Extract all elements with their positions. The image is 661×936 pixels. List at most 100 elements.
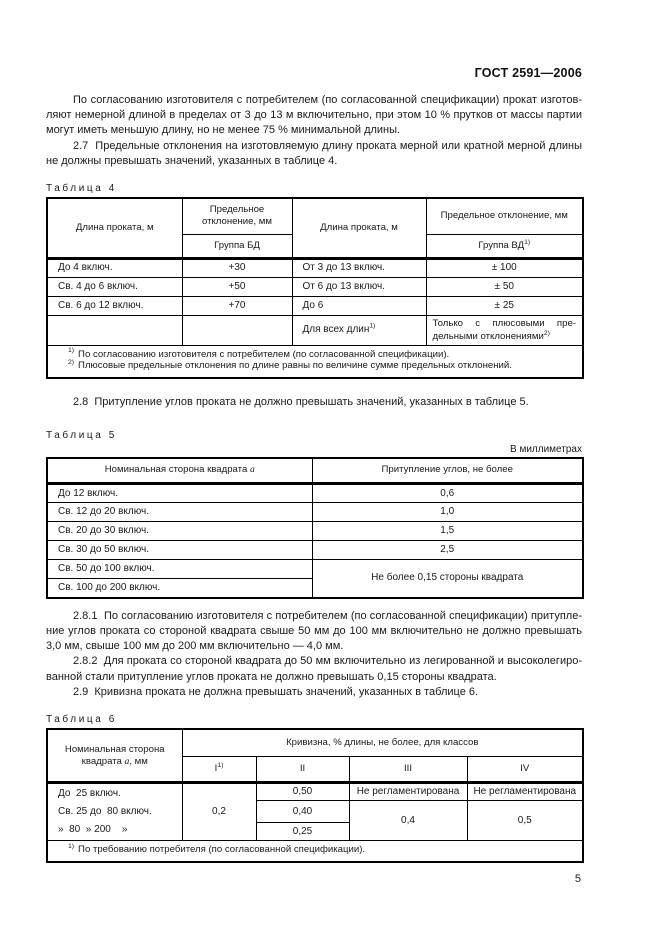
cell: Не регламентирована [348,781,468,802]
text-line: ние углов проката со стороной квадрата с… [46,624,582,637]
cell: До 4 включ. [46,256,183,278]
cell: От 6 до 13 включ. [291,276,427,297]
paragraphs-2-8-1-to-2-9: 2.8.1 По согласованию изготовителя с пот… [46,609,582,700]
table-row: До 4 включ. +30 От 3 до 13 включ. ± 100 [46,256,584,278]
page-number: 5 [574,872,581,885]
cell: Св. 6 до 12 включ. [46,295,183,316]
text-line: 2.9 Кривизна проката не должна превышать… [73,685,479,698]
t6-header-curvature: Кривизна, % длины, не более, для классов [181,728,584,758]
table-row: Св. 20 до 30 включ. 1,5 [46,521,584,542]
text-line: 3,0 мм, свыше 100 мм до 200 мм включител… [46,640,344,653]
table-4-label: Таблица 4 [46,183,117,195]
page-content: ГОСТ 2591—2006 По согласованию изготовит… [46,0,585,885]
cell: Св. 30 до 50 включ. [46,540,313,561]
cell-line: Св. 25 до 80 включ. [58,806,152,818]
cell: 0,6 [311,482,584,504]
text-line: ляют немерной длиной в пределах от 3 до … [46,109,582,122]
cell-merged: 0,4 [348,800,468,842]
t4-header-group-vd-text: Группа ВД [478,239,525,251]
footnote-marker: 1) [369,322,376,330]
cell-merged: 0,2 [181,781,257,842]
table-6: Номинальная сторона квадрата а, мм Криви… [46,727,585,863]
footnote-marker: 1) [524,238,531,246]
text-line: 2.8.1 По согласованию изготовителя с пот… [73,609,582,622]
t4-footnotes: 1) По согласованию изготовителя с потреби… [46,344,584,379]
cell-line: Только с плюсовыми пре- [432,317,577,329]
cell: ± 25 [425,295,584,316]
footnote: 1) По требованию потребителя (по согласов… [68,843,366,856]
empty-cell [46,314,183,346]
cell-line: До 25 включ. [58,788,121,800]
table-row: Св. 50 до 100 включ. Не более 0,15 сторо… [46,559,584,599]
table-row: Св. 30 до 50 включ. 2,5 [46,540,584,561]
cell: 1,5 [311,521,584,542]
cell: От 3 до 13 включ. [291,256,427,278]
text-line: ванной стали притупление углов проката н… [46,670,497,683]
cell: 0,40 [255,800,350,824]
footnote-marker: 1) [68,843,75,851]
cell: Для всех длин1) [291,314,427,346]
t5-header-blunting: Притупление углов, не более [311,457,584,485]
cell: До 6 [291,295,427,316]
cell: Св. 20 до 30 включ. [46,521,313,542]
t6-footnotes: 1) По требованию потребителя (по согласов… [46,840,584,863]
cell-line: » 80 » 200 » [58,824,128,836]
text-line: не должны превышать значений, указанных … [46,154,338,167]
paragraph-2-8: 2.8 Притупление углов проката не должно … [46,395,582,410]
units-note: В миллиметрах [510,443,582,455]
cell: Св. 4 до 6 включ. [46,276,183,297]
cell: +50 [181,276,293,297]
footnote-marker: 1) [217,762,224,770]
table-row: Св. 100 до 200 включ. [46,578,583,599]
text-line: 2.8 Притупление углов проката не должно … [73,395,529,408]
t4-header-length-left: Длина проката, м [46,197,183,259]
table-row: Для всех длин1) Только с плюсовыми пре- … [46,314,584,346]
text-line: 2.7 Предельные отклонения на изготовляем… [73,139,582,152]
t6-header-class-3: III [348,756,468,784]
t6-header-class-2: II [255,756,350,784]
cell: +70 [181,295,293,316]
variable-a: а [124,755,130,767]
cell-merged: Не более 0,15 стороны квадрата [311,559,584,599]
cell: 0,25 [255,822,350,842]
text-line: По согласованию изготовителя с потребите… [73,94,582,106]
table-4: Длина проката, м Предельное отклонение, … [46,197,584,379]
footnote: 2) Плюсовые предельные отклонения по длин… [68,358,512,372]
text-line: 2.8.2 Для проката со стороной квадрата д… [73,655,582,668]
cell: Только с плюсовыми пре- дельными отклоне… [425,314,584,346]
cell-text: Для всех длин [302,324,370,336]
footnote-row: 1) По требованию потребителя (по согласов… [46,840,584,863]
cell: Св. 100 до 200 включ. [46,578,313,599]
table-row: Св. 4 до 6 включ. +50 От 6 до 13 включ. … [46,276,584,297]
footnote-marker: 1) [68,347,75,355]
t6-side-ranges-cell: До 25 включ. Св. 25 до 80 включ. » 80 » … [46,781,183,842]
cell: Св. 50 до 100 включ. [46,559,313,580]
footnote-row: 1) По согласованию изготовителя с потреби… [46,344,584,379]
t6-header-class-1: I1) [181,756,257,784]
t4-header-group-vd: Группа ВД1) [425,233,584,259]
t4-header-deviation-right: Предельное отклонение, мм [425,197,584,235]
table-row: До 25 включ. Св. 25 до 80 включ. » 80 » … [46,781,584,842]
cell-merged: 0,5 [466,800,584,842]
cell: Св. 12 до 20 включ. [46,502,313,523]
t4-header-deviation-left: Предельное отклонение, мм [181,197,293,235]
text-line: могут иметь меньшую длину, но не менее 7… [46,124,401,137]
gost-code: ГОСТ 2591—2006 [474,66,582,80]
footnote: 1) По согласованию изготовителя с потреби… [68,347,450,360]
t4-header-group-bd: Группа БД [181,233,293,259]
t6-header-class-4: IV [466,756,584,784]
cell: Не регламентирована [466,781,584,802]
cell-line: дельными отклонениями2) [432,329,550,343]
table-5-label: Таблица 5 [46,429,117,441]
variable-a: а [249,464,255,476]
cell: 2,5 [311,540,584,561]
footnote-marker: 2) [68,358,75,366]
t6-header-side: Номинальная сторона квадрата а, мм [46,728,183,784]
cell: ± 50 [425,276,584,297]
footnote-marker: 2) [543,329,550,337]
cell: 0,50 [255,781,350,802]
t5-header-side: Номинальная сторона квадрата а [46,457,313,485]
table-row: До 12 включ. 0,6 [46,482,584,504]
table-6-label: Таблица 6 [46,713,117,725]
cell: ± 100 [425,256,584,278]
